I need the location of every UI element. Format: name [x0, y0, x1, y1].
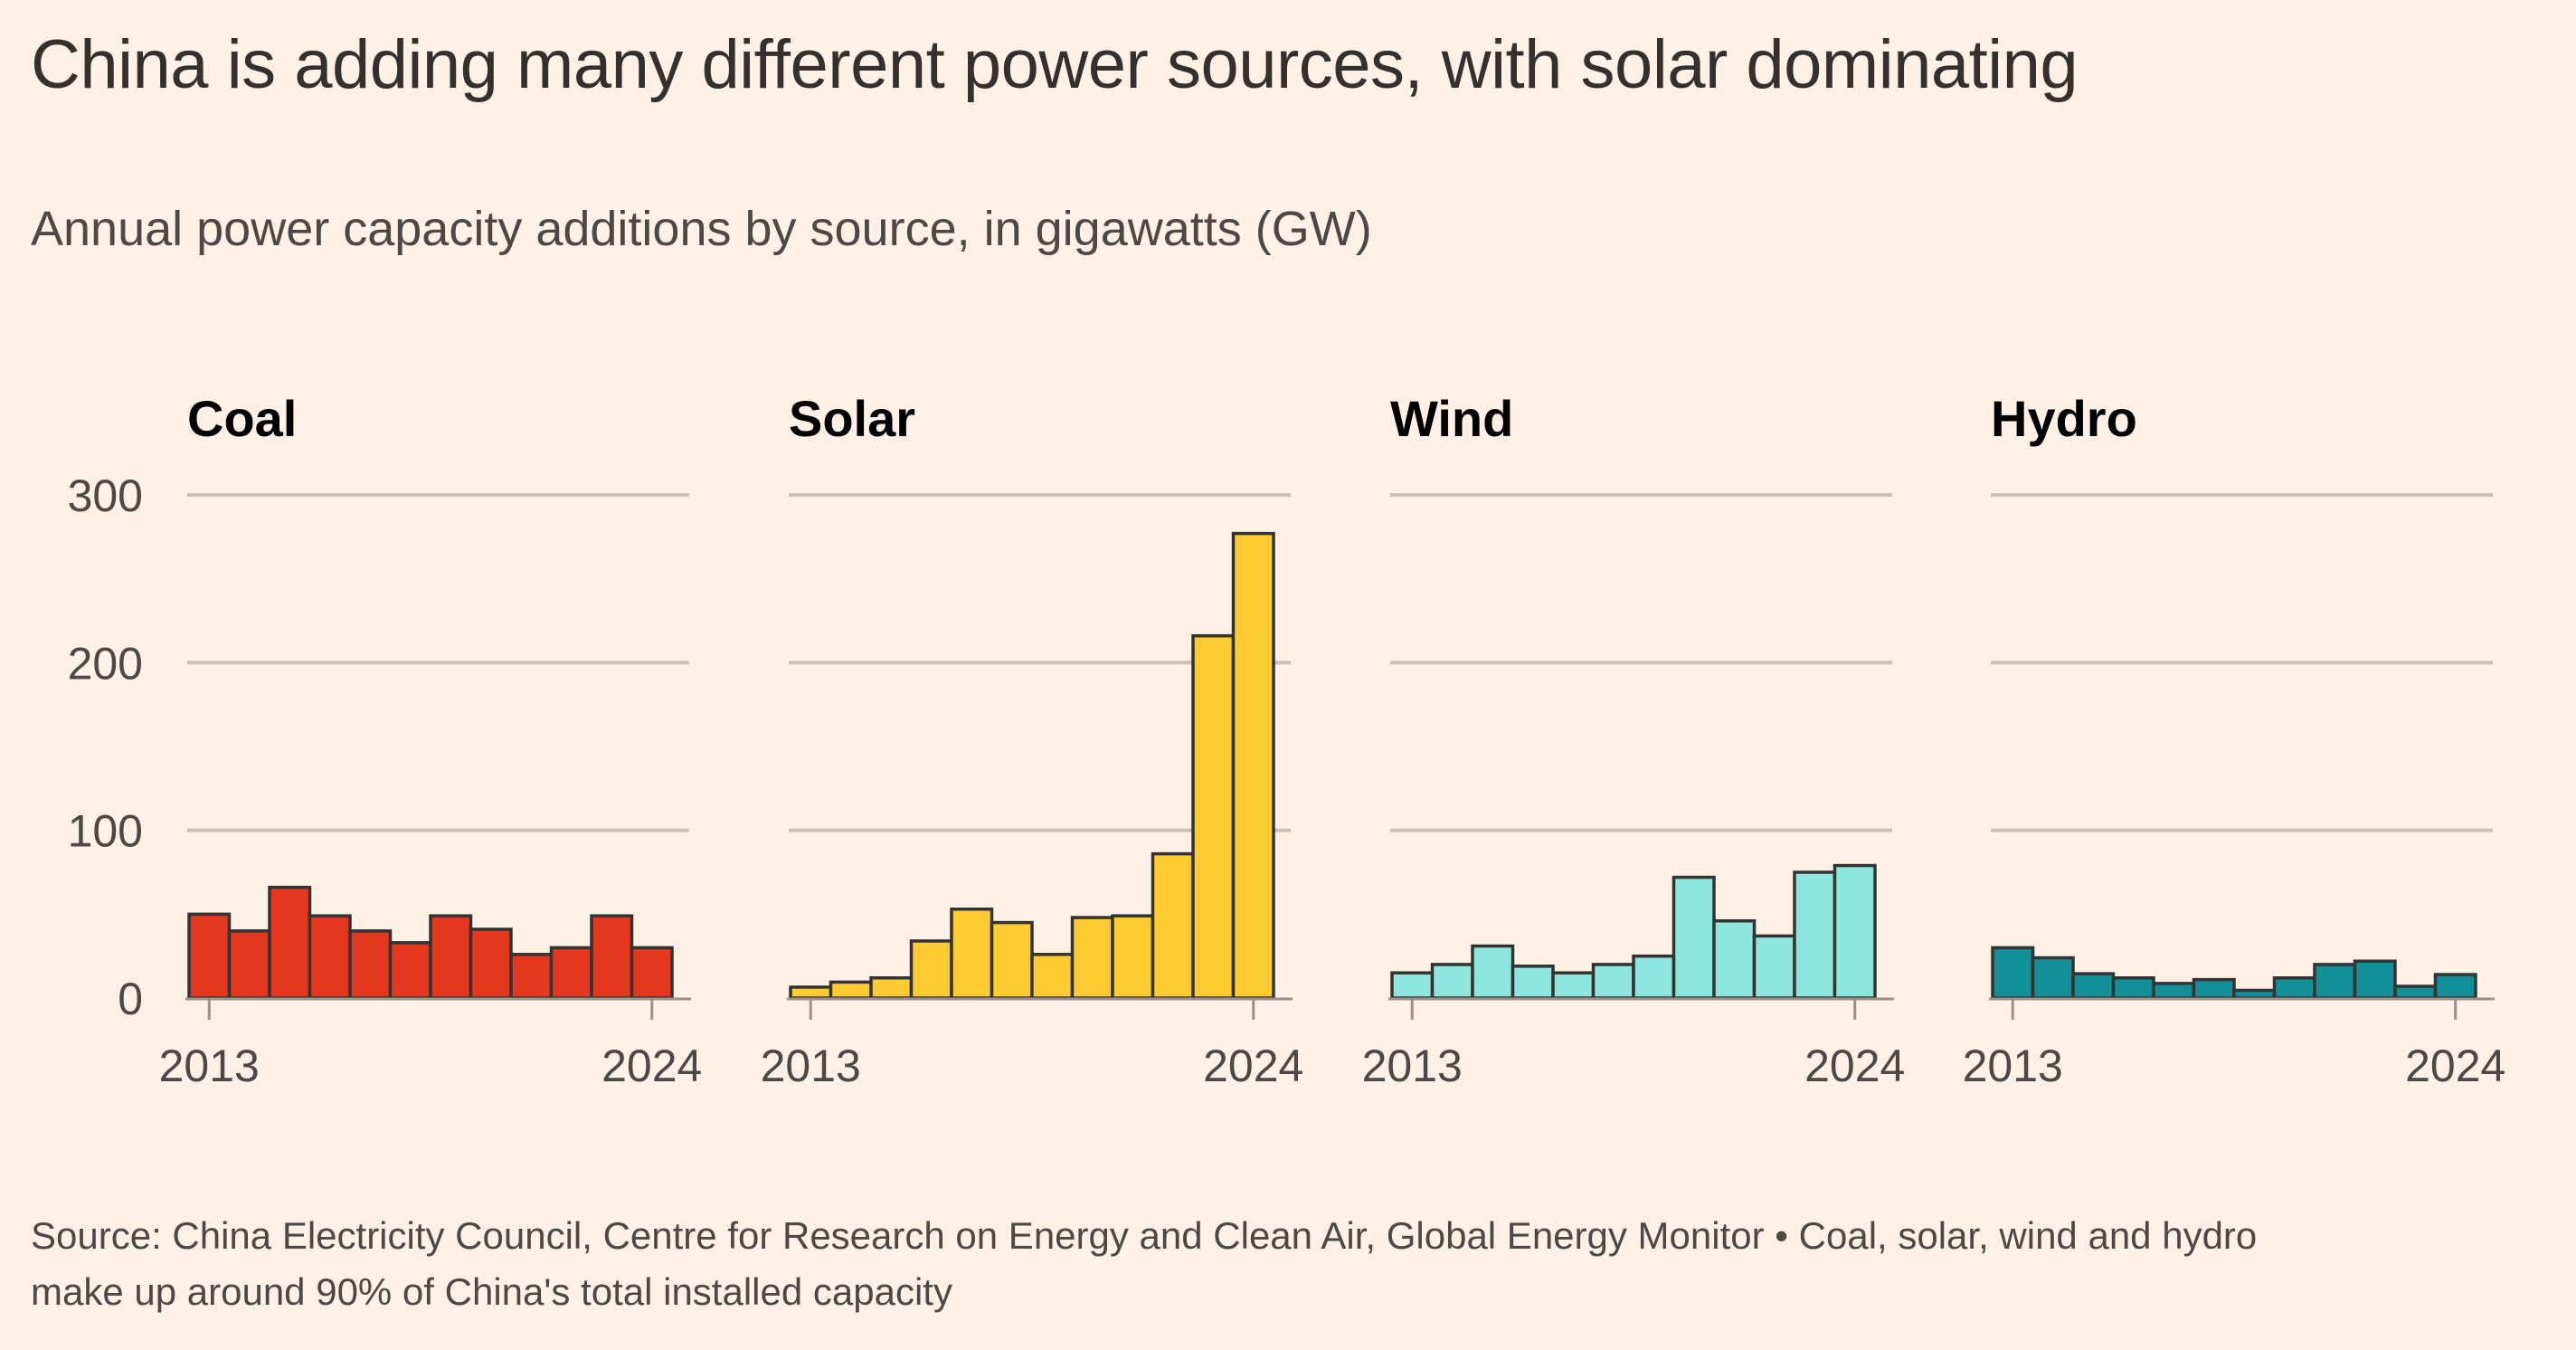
bar-hydro-2018	[2192, 977, 2236, 1000]
panel-title-wind: Wind	[1390, 390, 1513, 447]
bar-wind-2021	[1712, 918, 1757, 1000]
bar-hydro-2020	[2272, 976, 2316, 1000]
chart-title: China is adding many different power sou…	[31, 26, 2079, 103]
source-line-2: make up around 90% of China's total inst…	[31, 1270, 952, 1313]
bar-solar-2024	[1231, 531, 1275, 1000]
chart-subtitle: Annual power capacity additions by sourc…	[31, 202, 1372, 256]
y-tick-label: 100	[68, 806, 143, 857]
bar-solar-2015	[869, 976, 914, 1000]
y-tick-label: 300	[68, 471, 143, 521]
x-tick-label: 2024	[1804, 1041, 1905, 1091]
bar-wind-2015	[1471, 944, 1515, 1000]
bar-hydro-2019	[2232, 988, 2277, 1000]
bar-hydro-2014	[2031, 955, 2075, 1000]
bar-coal-2015	[268, 885, 312, 1000]
bar-hydro-2022	[2353, 959, 2397, 1000]
bar-hydro-2023	[2393, 984, 2438, 1000]
bar-coal-2019	[429, 914, 473, 1000]
source-note: Source: China Electricity Council, Centr…	[31, 1208, 2554, 1320]
bar-hydro-2016	[2111, 976, 2155, 1000]
x-tick-label: 2024	[2405, 1041, 2505, 1091]
x-tick-label: 2013	[761, 1041, 861, 1091]
bar-solar-2022	[1151, 851, 1195, 1000]
y-tick-label: 200	[68, 638, 143, 689]
bar-solar-2013	[789, 985, 833, 1000]
bar-solar-2019	[1030, 953, 1075, 1000]
bar-wind-2018	[1591, 963, 1635, 1000]
bar-solar-2020	[1070, 916, 1114, 1000]
x-tick-label: 2013	[1362, 1041, 1463, 1091]
bar-solar-2017	[950, 908, 994, 1000]
bar-wind-2024	[1833, 863, 1877, 1000]
x-tick-label: 2024	[601, 1041, 702, 1091]
bar-wind-2020	[1672, 875, 1716, 1000]
bar-wind-2023	[1793, 870, 1837, 1000]
bar-coal-2016	[308, 914, 352, 1000]
bar-coal-2021	[509, 953, 554, 1000]
bar-hydro-2013	[1991, 946, 2035, 1000]
bar-hydro-2021	[2313, 963, 2357, 1000]
bar-wind-2013	[1390, 971, 1435, 1000]
x-tick-label: 2013	[159, 1041, 260, 1091]
bar-wind-2017	[1551, 971, 1596, 1000]
bar-hydro-2024	[2433, 973, 2477, 1000]
bar-wind-2016	[1511, 965, 1555, 1000]
bar-wind-2022	[1752, 934, 1796, 1000]
x-tick-label: 2013	[1963, 1041, 2063, 1091]
bar-coal-2018	[388, 941, 432, 1000]
bar-coal-2020	[469, 927, 513, 1000]
bar-hydro-2017	[2152, 982, 2196, 1000]
bar-solar-2018	[990, 920, 1034, 1000]
x-tick-label: 2024	[1203, 1041, 1303, 1091]
panel-title-coal: Coal	[187, 390, 297, 447]
source-line-1: Source: China Electricity Council, Centr…	[31, 1214, 2258, 1257]
bar-coal-2013	[187, 912, 232, 1000]
bar-coal-2017	[348, 929, 393, 1000]
panel-title-hydro: Hydro	[1991, 390, 2137, 447]
bar-wind-2019	[1632, 954, 1676, 1000]
bar-coal-2024	[630, 946, 674, 1000]
bar-solar-2014	[829, 980, 873, 1000]
y-tick-label: 0	[118, 974, 143, 1024]
bar-coal-2022	[549, 946, 593, 1000]
bar-solar-2023	[1191, 633, 1236, 1000]
bar-solar-2021	[1111, 914, 1155, 1000]
bar-coal-2014	[227, 929, 271, 1000]
panel-title-solar: Solar	[789, 390, 915, 447]
bar-hydro-2015	[2071, 972, 2116, 1000]
bar-coal-2023	[590, 914, 634, 1000]
bar-wind-2014	[1430, 963, 1474, 1000]
bar-solar-2016	[909, 939, 953, 1000]
